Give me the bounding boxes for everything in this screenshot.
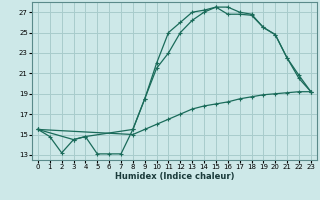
X-axis label: Humidex (Indice chaleur): Humidex (Indice chaleur) xyxy=(115,172,234,181)
